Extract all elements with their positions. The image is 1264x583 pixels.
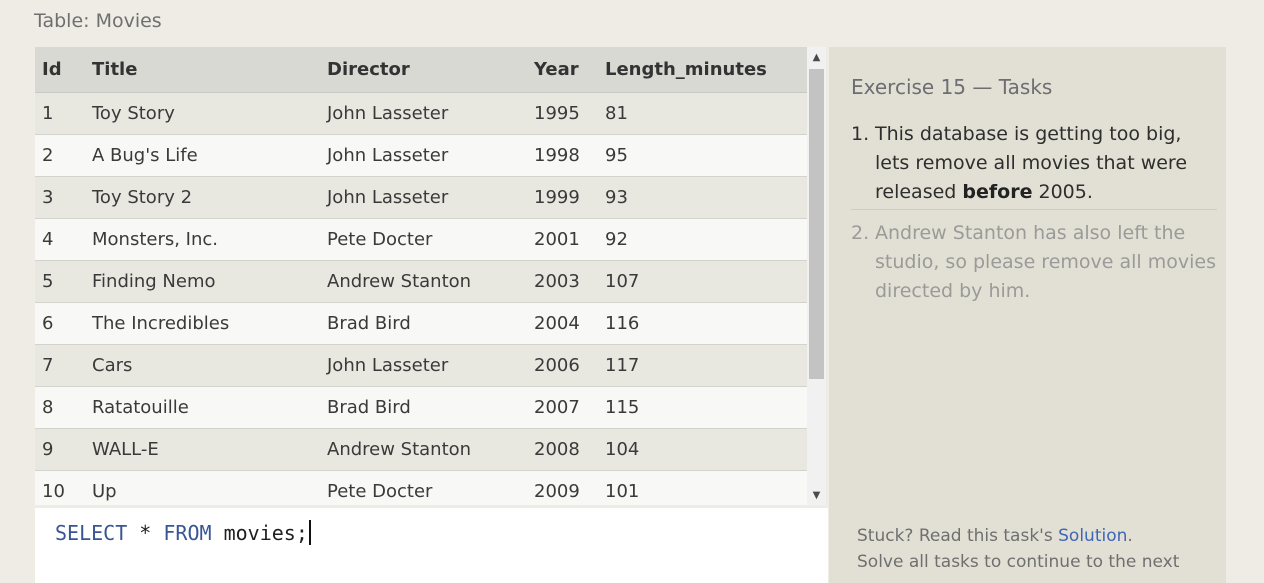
cell-year: 1999: [534, 176, 605, 219]
task-item-1: 1. This database is getting too big, let…: [851, 120, 1217, 210]
cell-length: 115: [605, 386, 807, 429]
table-scrollbar[interactable]: ▲ ▼: [807, 47, 826, 505]
cell-title: Toy Story: [92, 92, 327, 135]
sql-keyword-from: FROM: [163, 521, 212, 545]
cell-director: Pete Docter: [327, 470, 534, 505]
cell-length: 93: [605, 176, 807, 219]
cell-title: Monsters, Inc.: [92, 218, 327, 261]
table-row: 5 Finding Nemo Andrew Stanton 2003 107: [35, 260, 807, 303]
scrollbar-thumb[interactable]: [809, 69, 824, 379]
cell-title: Toy Story 2: [92, 176, 327, 219]
cell-length: 81: [605, 92, 807, 135]
tasks-panel: Exercise 15 — Tasks 1. This database is …: [829, 47, 1226, 583]
cell-title: Cars: [92, 344, 327, 387]
table-row: 7 Cars John Lasseter 2006 117: [35, 344, 807, 387]
cell-length: 107: [605, 260, 807, 303]
table-row: 6 The Incredibles Brad Bird 2004 116: [35, 302, 807, 345]
cell-director: Andrew Stanton: [327, 260, 534, 303]
help-footer: Stuck? Read this task's Solution. Solve …: [857, 523, 1179, 575]
task-text: Andrew Stanton has also left the studio,…: [875, 222, 1216, 302]
task-text-part: 2005.: [1032, 181, 1093, 203]
table-row: 3 Toy Story 2 John Lasseter 1999 93: [35, 176, 807, 219]
cell-id: 5: [35, 260, 92, 303]
scroll-up-arrow-icon[interactable]: ▲: [812, 52, 821, 63]
task-text-emphasis: before: [962, 181, 1033, 203]
cell-length: 101: [605, 470, 807, 505]
task-list: 1. This database is getting too big, let…: [851, 120, 1217, 306]
table-row: 10 Up Pete Docter 2009 101: [35, 470, 807, 505]
task-number: 1.: [851, 123, 870, 145]
cell-title: Up: [92, 470, 327, 505]
column-header-id: Id: [35, 47, 92, 93]
cell-title: WALL-E: [92, 428, 327, 471]
sql-keyword-select: SELECT: [55, 521, 128, 545]
column-header-year: Year: [534, 47, 605, 93]
cell-year: 2003: [534, 260, 605, 303]
cell-length: 116: [605, 302, 807, 345]
cell-id: 1: [35, 92, 92, 135]
cell-year: 1998: [534, 134, 605, 177]
cell-director: Brad Bird: [327, 302, 534, 345]
cell-director: Pete Docter: [327, 218, 534, 261]
sql-table-name: movies;: [211, 521, 308, 545]
cell-title: The Incredibles: [92, 302, 327, 345]
cell-id: 2: [35, 134, 92, 177]
cell-id: 3: [35, 176, 92, 219]
stuck-line: Stuck? Read this task's Solution.: [857, 523, 1179, 549]
continue-note: Solve all tasks to continue to the next: [857, 552, 1180, 572]
cell-title: Ratatouille: [92, 386, 327, 429]
table-header-row: Id Title Director Year Length_minutes: [35, 47, 807, 93]
cell-year: 2008: [534, 428, 605, 471]
sql-star: *: [127, 521, 164, 545]
cell-director: John Lasseter: [327, 134, 534, 177]
column-header-length: Length_minutes: [605, 47, 807, 93]
table-row: 9 WALL-E Andrew Stanton 2008 104: [35, 428, 807, 471]
cell-id: 7: [35, 344, 92, 387]
panel-title: Exercise 15 — Tasks: [851, 75, 1053, 99]
stuck-period: .: [1127, 526, 1133, 546]
cell-length: 95: [605, 134, 807, 177]
cell-id: 8: [35, 386, 92, 429]
movies-table: Id Title Director Year Length_minutes 1 …: [35, 47, 807, 505]
cell-title: Finding Nemo: [92, 260, 327, 303]
table-row: 4 Monsters, Inc. Pete Docter 2001 92: [35, 218, 807, 261]
task-item-2: 2. Andrew Stanton has also left the stud…: [851, 219, 1217, 306]
results-table: Id Title Director Year Length_minutes 1 …: [35, 47, 807, 505]
table-row: 1 Toy Story John Lasseter 1995 81: [35, 92, 807, 135]
cell-director: Brad Bird: [327, 386, 534, 429]
cell-year: 2009: [534, 470, 605, 505]
task-text: This database is getting too big, lets r…: [875, 120, 1217, 207]
cell-director: John Lasseter: [327, 344, 534, 387]
cell-id: 4: [35, 218, 92, 261]
sql-editor[interactable]: SELECT * FROM movies;: [35, 508, 828, 583]
column-header-title: Title: [92, 47, 327, 93]
cell-director: John Lasseter: [327, 176, 534, 219]
cell-title: A Bug's Life: [92, 134, 327, 177]
table-row: 2 A Bug's Life John Lasseter 1998 95: [35, 134, 807, 177]
solution-link[interactable]: Solution: [1058, 526, 1128, 546]
cell-year: 2004: [534, 302, 605, 345]
cell-year: 2001: [534, 218, 605, 261]
cell-id: 6: [35, 302, 92, 345]
cell-length: 117: [605, 344, 807, 387]
scroll-down-arrow-icon[interactable]: ▼: [812, 490, 821, 501]
cell-id: 10: [35, 470, 92, 505]
table-row: 8 Ratatouille Brad Bird 2007 115: [35, 386, 807, 429]
cell-length: 104: [605, 428, 807, 471]
cell-year: 1995: [534, 92, 605, 135]
stuck-text: Stuck? Read this task's: [857, 526, 1059, 546]
cell-year: 2006: [534, 344, 605, 387]
column-header-director: Director: [327, 47, 534, 93]
text-caret: [308, 520, 311, 545]
task-number: 2.: [851, 222, 870, 244]
cell-id: 9: [35, 428, 92, 471]
table-title: Table: Movies: [34, 10, 162, 32]
cell-director: John Lasseter: [327, 92, 534, 135]
task-text-part: This database is getting too big, lets r…: [875, 123, 1188, 203]
cell-length: 92: [605, 218, 807, 261]
cell-director: Andrew Stanton: [327, 428, 534, 471]
cell-year: 2007: [534, 386, 605, 429]
sql-query-line[interactable]: SELECT * FROM movies;: [55, 520, 311, 545]
